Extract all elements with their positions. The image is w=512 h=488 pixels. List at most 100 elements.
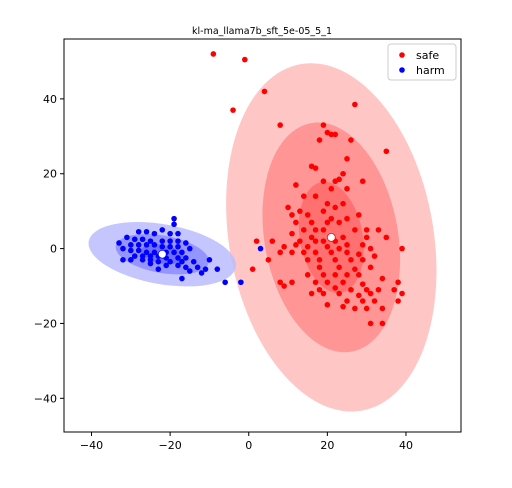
y-tick-label: 0 bbox=[50, 243, 57, 256]
harm-point bbox=[171, 215, 177, 222]
harm-point bbox=[175, 262, 181, 269]
safe-point bbox=[328, 215, 335, 222]
safe-point bbox=[300, 249, 307, 256]
safe-point bbox=[312, 165, 319, 171]
harm-point bbox=[183, 264, 189, 271]
safe-point bbox=[348, 286, 354, 293]
legend-marker-safe bbox=[399, 52, 405, 58]
safe-point bbox=[336, 264, 342, 271]
safe-point bbox=[297, 208, 303, 214]
harm-point bbox=[116, 240, 122, 246]
safe-point bbox=[304, 257, 311, 263]
safe-point bbox=[332, 272, 339, 278]
x-tick-label: 0 bbox=[245, 439, 252, 452]
safe-point bbox=[277, 122, 283, 128]
harm-point bbox=[171, 221, 177, 228]
harm-point bbox=[120, 257, 126, 263]
safe-point bbox=[293, 182, 299, 188]
x-tick-label: −20 bbox=[159, 439, 182, 452]
safe-point bbox=[328, 249, 335, 256]
safe-point bbox=[363, 286, 370, 293]
safe-point bbox=[261, 88, 268, 95]
safe-point bbox=[359, 298, 366, 304]
safe-point bbox=[242, 56, 248, 63]
legend: safe harm bbox=[387, 43, 457, 81]
axes: −40 −20 0 20 40 −40 −20 0 20 40 bbox=[34, 38, 462, 452]
harm-point bbox=[179, 275, 185, 282]
harm-point bbox=[238, 279, 244, 286]
harm-point bbox=[167, 230, 173, 237]
safe-point bbox=[308, 234, 315, 241]
safe-point bbox=[316, 286, 323, 293]
safe-point bbox=[320, 290, 327, 297]
safe-point bbox=[289, 230, 295, 237]
harm-point bbox=[159, 243, 166, 250]
safe-point bbox=[383, 148, 390, 155]
harm-point bbox=[147, 238, 154, 244]
safe-point bbox=[312, 193, 319, 199]
safe-point bbox=[281, 243, 287, 250]
harm-point bbox=[163, 262, 169, 269]
safe-point bbox=[379, 320, 386, 327]
safe-point bbox=[210, 51, 217, 57]
safe-point bbox=[324, 243, 331, 250]
harm-point bbox=[128, 242, 134, 248]
safe-point bbox=[324, 219, 331, 226]
harm-point bbox=[120, 245, 126, 252]
safe-point bbox=[336, 176, 342, 183]
harm-point bbox=[257, 245, 264, 252]
safe-point bbox=[316, 264, 323, 271]
harm-mean-marker bbox=[157, 249, 167, 259]
harm-point bbox=[179, 249, 185, 256]
harm-point bbox=[190, 258, 197, 265]
safe-point bbox=[320, 208, 327, 214]
safe-point bbox=[399, 245, 405, 252]
safe-point bbox=[367, 320, 374, 327]
safe-point bbox=[344, 272, 350, 278]
safe-point bbox=[379, 305, 386, 312]
y-tick-label: 20 bbox=[43, 168, 57, 181]
harm-point bbox=[135, 247, 142, 254]
safe-point bbox=[383, 234, 390, 241]
harm-point bbox=[175, 238, 181, 244]
legend-label-safe: safe bbox=[416, 49, 439, 62]
safe-point bbox=[367, 290, 374, 297]
y-tick-label: −40 bbox=[34, 392, 57, 405]
axes-frame bbox=[63, 38, 462, 433]
safe-point bbox=[316, 137, 323, 143]
safe-point bbox=[324, 200, 331, 207]
safe-point bbox=[289, 249, 295, 256]
chart-title: kl-ma_llama7b_sft_5e-05_5_1 bbox=[192, 26, 332, 37]
safe-point bbox=[344, 249, 350, 256]
harm-point bbox=[175, 255, 181, 261]
harm-point bbox=[128, 247, 134, 254]
safe-point bbox=[300, 193, 307, 199]
harm-point bbox=[175, 230, 181, 237]
harm-point bbox=[167, 243, 173, 250]
safe-point bbox=[332, 257, 339, 263]
safe-point bbox=[352, 227, 358, 233]
legend-label-harm: harm bbox=[416, 64, 445, 77]
harm-point bbox=[135, 228, 142, 235]
safe-point bbox=[344, 215, 350, 222]
x-tick-label: 40 bbox=[399, 439, 413, 452]
safe-point bbox=[230, 107, 236, 113]
harm-point bbox=[139, 257, 146, 263]
safe-point bbox=[312, 238, 319, 244]
safe-point bbox=[328, 131, 335, 138]
safe-point bbox=[363, 234, 370, 241]
harm-point bbox=[202, 266, 209, 272]
harm-point bbox=[128, 257, 134, 263]
harm-point bbox=[206, 257, 213, 263]
harm-point bbox=[186, 268, 193, 274]
safe-point bbox=[395, 298, 401, 304]
safe-point bbox=[356, 212, 362, 218]
safe-point bbox=[340, 234, 346, 241]
safe-point bbox=[320, 122, 327, 128]
safe-point bbox=[320, 272, 327, 278]
safe-point bbox=[293, 242, 299, 248]
harm-point bbox=[198, 270, 205, 276]
harm-point bbox=[167, 258, 173, 265]
safe-point bbox=[300, 227, 307, 233]
